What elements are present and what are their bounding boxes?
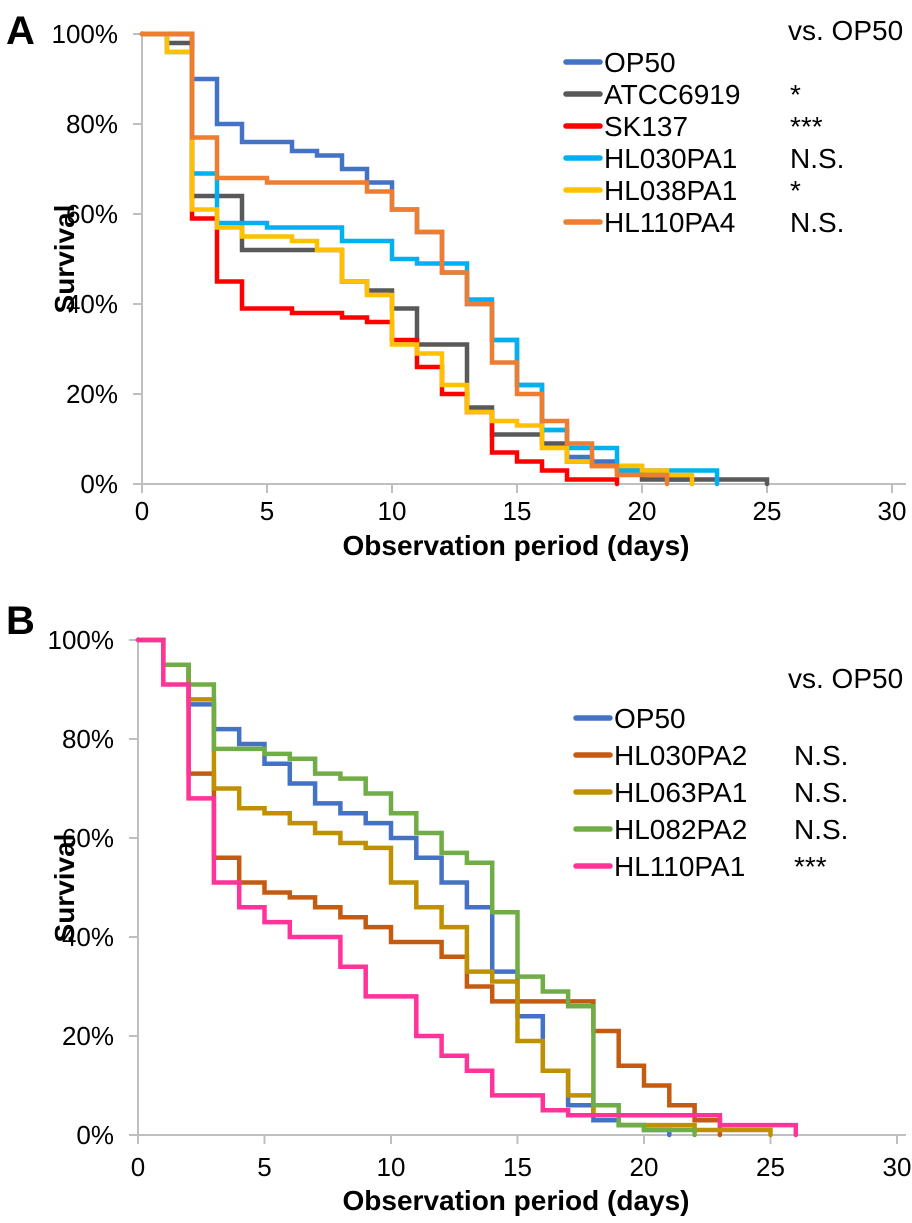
series-line-HL110PA1 [135, 637, 799, 1138]
legend-label-ATCC6919: ATCC6919 [604, 79, 740, 110]
legend-label-HL063PA1: HL063PA1 [614, 777, 747, 808]
panel-a: 100% 80% 60% 40% 20% 0% 0 5 10 15 20 25 30 OP50ATCC69… [52, 19, 907, 526]
x-tick-label: 25 [756, 1152, 785, 1182]
y-tick-label: 40% [62, 922, 114, 952]
legend-label-HL030PA2: HL030PA2 [614, 740, 747, 771]
x-tick-label: 20 [630, 1152, 659, 1182]
legend-label-OP50: OP50 [614, 703, 686, 734]
legend-label-SK137: SK137 [604, 111, 688, 142]
x-tick-label: 5 [257, 1152, 271, 1182]
panel-a-legend-header: vs. OP50 [788, 15, 903, 46]
panel-b-x-axis-title: Observation period (days) [343, 1185, 690, 1216]
y-tick-label: 80% [62, 724, 114, 754]
panel-b: 100% 80% 60% 40% 20% 0% 0 5 10 15 20 25 30 OP50 HL030P… [48, 625, 912, 1182]
x-tick-label: 30 [883, 1152, 912, 1182]
legend-significance-HL030PA1: N.S. [790, 143, 844, 174]
legend-label-HL082PA2: HL082PA2 [614, 814, 747, 845]
legend-significance-HL030PA2: N.S. [794, 740, 848, 771]
legend-significance-HL110PA4: N.S. [790, 207, 844, 238]
legend-significance-SK137: *** [790, 111, 823, 142]
x-tick-label: 5 [260, 496, 274, 526]
legend-significance-HL038PA1: * [790, 175, 801, 206]
x-tick-label: 30 [878, 496, 907, 526]
legend-significance-HL082PA2: N.S. [794, 814, 848, 845]
y-tick-label: 40% [66, 289, 118, 319]
panel-a-letter: A [6, 9, 35, 53]
series-line-OP50 [135, 637, 672, 1138]
y-tick-label: 0% [76, 1120, 114, 1150]
x-tick-label: 25 [753, 496, 782, 526]
legend-label-HL038PA1: HL038PA1 [604, 175, 737, 206]
series-line-HL030PA2 [135, 637, 723, 1138]
series-line-HL082PA2 [135, 637, 697, 1138]
x-tick-label: 0 [135, 496, 149, 526]
y-tick-label: 20% [66, 379, 118, 409]
x-tick-label: 15 [503, 496, 532, 526]
legend-significance-HL063PA1: N.S. [794, 777, 848, 808]
legend-label-HL110PA1: HL110PA1 [614, 851, 745, 882]
y-tick-label: 0% [80, 469, 118, 499]
y-tick-label: 100% [52, 19, 119, 49]
series-line-SK137 [139, 31, 620, 487]
y-tick-label: 20% [62, 1021, 114, 1051]
chart-render-root: 100%80%60%40%20%0%0 5 10 15 20 25 30OP50ATCC69… [48, 19, 912, 1182]
legend-label-HL110PA4: HL110PA4 [604, 207, 735, 238]
series-line-HL110PA4 [139, 31, 670, 487]
x-tick-label: 20 [628, 496, 657, 526]
y-tick-label: 60% [62, 823, 114, 853]
legend-label-OP50: OP50 [604, 47, 676, 78]
x-tick-label: 15 [503, 1152, 532, 1182]
y-tick-label: 80% [66, 109, 118, 139]
legend-significance-ATCC6919: * [790, 79, 801, 110]
panel-b-y-axis-title: Survival [49, 834, 80, 943]
panel-b-legend-header: vs. OP50 [788, 663, 903, 694]
x-tick-label: 10 [377, 1152, 406, 1182]
x-tick-label: 0 [131, 1152, 145, 1182]
y-tick-label: 60% [66, 199, 118, 229]
y-tick-label: 100% [48, 625, 115, 655]
panel-a-y-axis-title: Survival [49, 205, 80, 314]
panel-b-letter: B [6, 599, 35, 643]
legend-significance-HL110PA1: *** [794, 851, 827, 882]
legend-label-HL030PA1: HL030PA1 [604, 143, 737, 174]
x-tick-label: 10 [378, 496, 407, 526]
panel-a-x-axis-title: Observation period (days) [343, 530, 690, 561]
